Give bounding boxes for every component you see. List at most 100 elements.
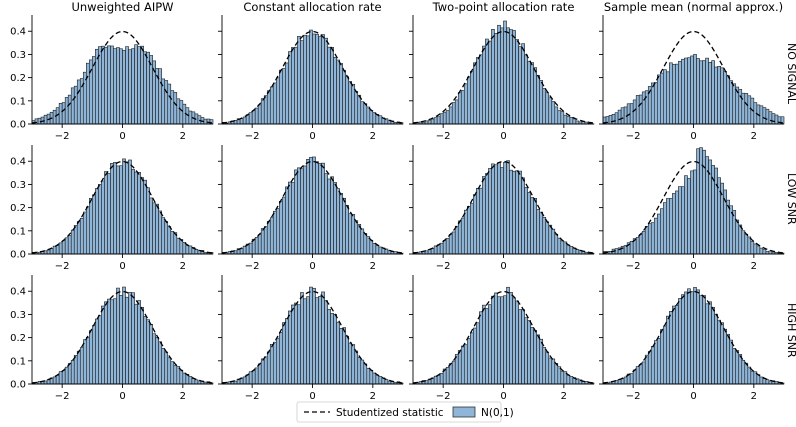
histogram-bar: [533, 330, 537, 385]
histogram-bar: [488, 168, 492, 255]
histogram-bar: [116, 165, 120, 255]
histogram-bar: [672, 64, 676, 125]
histogram-bar: [476, 57, 480, 125]
histogram-bar: [448, 106, 453, 125]
histogram-bar: [660, 72, 664, 125]
density-curve: [412, 290, 595, 384]
histogram-bar: [64, 366, 69, 385]
histogram-bar: [372, 112, 377, 125]
histogram-bar: [644, 90, 649, 125]
histogram-bar: [95, 188, 99, 255]
histogram-bar: [684, 291, 688, 385]
histogram-bar: [82, 339, 87, 385]
histogram-bar: [551, 358, 556, 385]
histogram-bar: [494, 164, 498, 255]
histogram-bar: [263, 226, 268, 255]
histogram-bar: [254, 237, 259, 255]
histogram-bar: [566, 374, 571, 385]
histogram-bar: [318, 162, 322, 255]
histogram-bar: [357, 94, 362, 125]
histogram-bar: [690, 291, 694, 385]
histogram-bar: [687, 57, 691, 125]
histogram-bar: [336, 321, 340, 385]
histogram-bar: [318, 36, 322, 125]
histogram-bar: [58, 242, 63, 255]
histogram-bar: [164, 221, 169, 255]
histogram-bar: [206, 118, 211, 125]
y-tick-label: 0.0: [10, 250, 26, 261]
column-title: Two-point allocation rate: [432, 0, 575, 14]
histogram-bar: [324, 173, 328, 255]
histogram-bar: [620, 107, 625, 125]
x-tick-label: −2: [245, 131, 260, 142]
histogram-bar: [732, 210, 737, 255]
histogram-bar: [269, 86, 274, 125]
histogram-bar: [575, 249, 580, 255]
histogram-bar: [137, 172, 141, 255]
histogram-bar: [497, 296, 501, 385]
histogram-bar: [95, 48, 99, 125]
histogram-bar: [339, 328, 343, 385]
histogram-bar: [309, 286, 313, 385]
histogram-bar: [735, 350, 740, 385]
histogram-bar: [687, 288, 691, 385]
histogram-bar: [143, 316, 147, 385]
histogram-bar: [738, 224, 743, 255]
histogram-bar: [759, 376, 764, 385]
histogram-bar: [720, 67, 724, 125]
x-tick-label: 0: [309, 391, 315, 402]
histogram-bar: [708, 62, 712, 125]
histogram-bar: [288, 51, 292, 125]
histogram-bar: [714, 313, 718, 385]
histogram-bar: [107, 298, 111, 385]
histogram-bar: [436, 116, 441, 125]
histogram-bar: [70, 229, 75, 255]
histogram-bar: [750, 241, 755, 255]
histogram-bar: [194, 249, 199, 255]
histogram-bar: [79, 347, 84, 385]
histogram-bar: [55, 374, 60, 385]
histogram-bar: [89, 330, 93, 385]
histogram-bar: [729, 339, 734, 385]
histogram-bar: [110, 163, 114, 255]
histogram-bar: [363, 103, 368, 125]
x-tick-label: −2: [55, 261, 70, 272]
histogram-bar: [294, 302, 298, 385]
histogram-bar: [300, 168, 304, 255]
histogram-bar: [756, 245, 761, 255]
histogram-bar: [515, 170, 519, 255]
histogram-bar: [641, 361, 646, 385]
histogram-bar: [173, 92, 178, 125]
histogram-bar: [666, 71, 670, 125]
histogram-bar: [291, 304, 295, 385]
histogram-bar: [684, 175, 688, 255]
histogram-bar: [134, 44, 138, 125]
histogram-bar: [266, 90, 271, 125]
panel-r2-c0: −2 0 2 0.0 0.1 0.2 0.3 0.4: [10, 275, 214, 402]
histogram-bar: [360, 101, 365, 125]
histogram-bar: [448, 363, 453, 385]
histogram-bar: [485, 38, 489, 125]
histogram-bar: [345, 205, 349, 255]
histogram-bar: [509, 29, 513, 125]
histogram-bar: [560, 240, 565, 255]
histogram-bar: [614, 112, 619, 125]
histogram-bar: [67, 235, 72, 255]
histogram-bar: [439, 113, 444, 125]
histogram-bar: [569, 246, 574, 255]
histogram-bar: [663, 325, 667, 385]
row-label: HIGH SNR: [785, 303, 796, 358]
histogram-bar: [566, 244, 571, 255]
histogram-bar: [539, 338, 544, 385]
histogram-bar: [551, 101, 556, 125]
y-tick-label: 0.2: [10, 203, 26, 214]
panel-r2-c3: −2 0 2: [599, 275, 785, 402]
histogram-bar: [303, 298, 307, 385]
histogram-bar: [699, 60, 703, 125]
histogram-bar: [348, 342, 353, 385]
histogram-bar: [738, 354, 743, 385]
histogram-bar: [569, 376, 574, 385]
histogram-bar: [759, 105, 764, 125]
histogram-bar: [693, 287, 697, 385]
histogram-bar: [536, 334, 540, 385]
